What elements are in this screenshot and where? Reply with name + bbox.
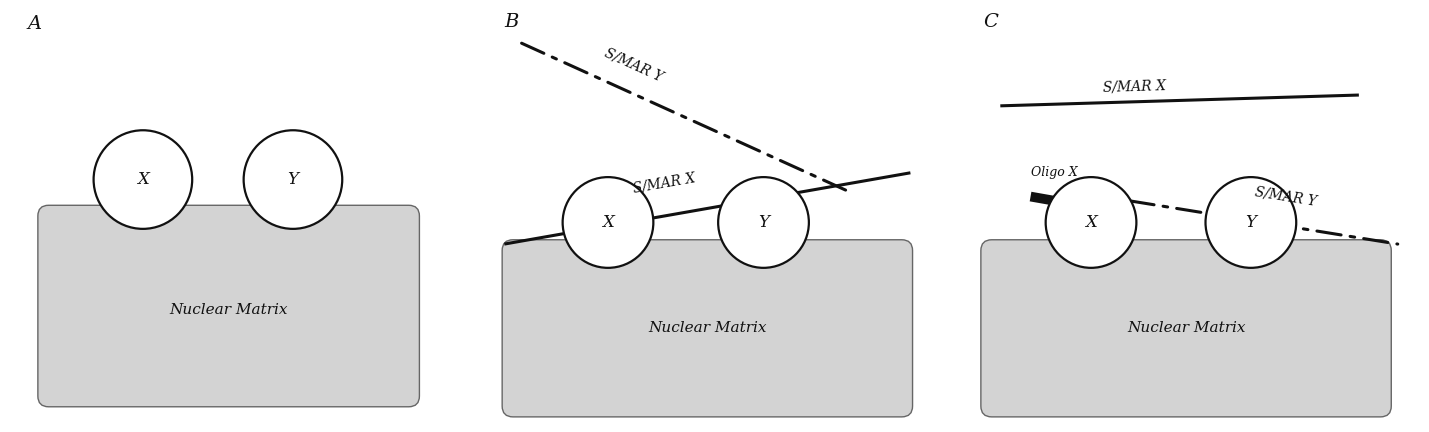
Text: Nuclear Matrix: Nuclear Matrix xyxy=(1127,321,1245,335)
Text: S/MAR X: S/MAR X xyxy=(1102,79,1166,94)
Circle shape xyxy=(719,177,809,268)
Text: Y: Y xyxy=(1245,214,1256,231)
Text: Oligo X: Oligo X xyxy=(1030,166,1077,179)
Text: S/MAR X: S/MAR X xyxy=(632,171,696,196)
Text: Nuclear Matrix: Nuclear Matrix xyxy=(649,321,766,335)
Circle shape xyxy=(1206,177,1296,268)
Text: Y: Y xyxy=(287,171,299,188)
Circle shape xyxy=(93,130,191,229)
Text: Nuclear Matrix: Nuclear Matrix xyxy=(170,303,287,318)
Text: B: B xyxy=(504,13,519,31)
Circle shape xyxy=(243,130,343,229)
FancyBboxPatch shape xyxy=(502,240,913,417)
Circle shape xyxy=(1046,177,1136,268)
Circle shape xyxy=(563,177,653,268)
Text: S/MAR Y: S/MAR Y xyxy=(603,45,666,84)
FancyBboxPatch shape xyxy=(980,240,1392,417)
Text: X: X xyxy=(137,171,149,188)
Text: X: X xyxy=(602,214,614,231)
Text: S/MAR Y: S/MAR Y xyxy=(1253,185,1318,208)
Text: X: X xyxy=(1085,214,1097,231)
Text: Y: Y xyxy=(757,214,769,231)
FancyBboxPatch shape xyxy=(37,205,420,407)
Text: C: C xyxy=(983,13,997,31)
Text: A: A xyxy=(27,15,41,32)
